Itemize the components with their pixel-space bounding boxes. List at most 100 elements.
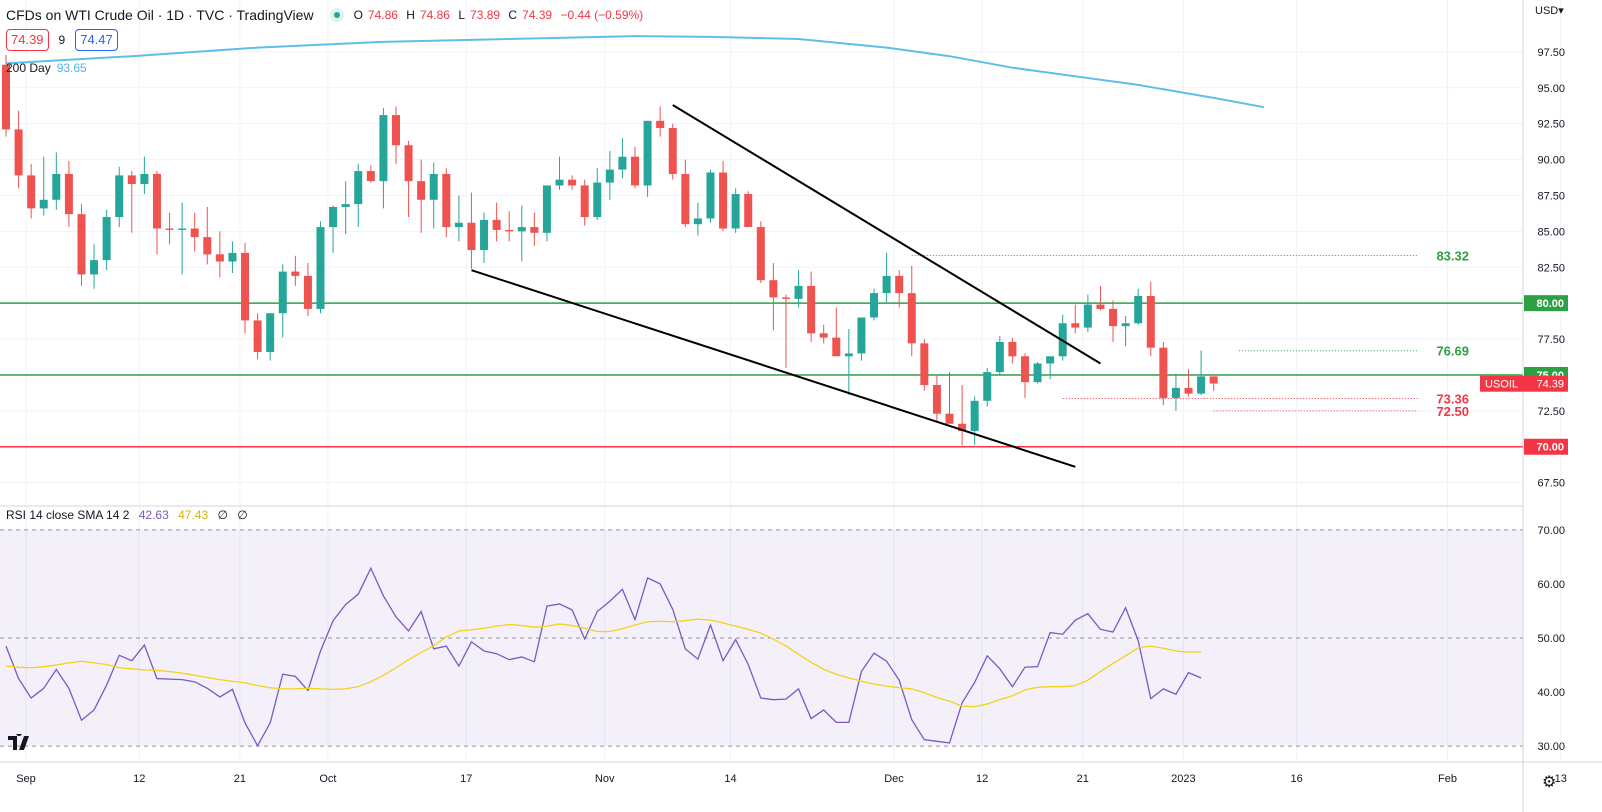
candle-body[interactable]	[241, 252, 250, 321]
candle-body[interactable]	[115, 175, 124, 218]
currency-selector[interactable]: USD▾	[1535, 5, 1564, 17]
candle-body[interactable]	[77, 214, 86, 275]
candle-body[interactable]	[127, 175, 136, 184]
candle-body[interactable]	[895, 275, 904, 294]
candle-body[interactable]	[542, 185, 551, 233]
candle-body[interactable]	[228, 252, 237, 262]
candle-body[interactable]	[291, 271, 300, 276]
candle-body[interactable]	[165, 228, 174, 230]
candle-body[interactable]	[555, 179, 564, 186]
candle-body[interactable]	[807, 285, 816, 334]
candle-body[interactable]	[1008, 341, 1017, 357]
candle-body[interactable]	[580, 185, 589, 218]
trendline[interactable]	[471, 269, 1076, 468]
candle-body[interactable]	[958, 423, 967, 431]
candle-body[interactable]	[467, 222, 476, 251]
candle-body[interactable]	[1109, 308, 1118, 327]
tradingview-logo-icon[interactable]	[8, 730, 38, 754]
sell-button[interactable]: 74.39	[6, 29, 49, 51]
candle-body[interactable]	[920, 343, 929, 386]
candle-body[interactable]	[429, 173, 438, 200]
candle-body[interactable]	[1033, 363, 1042, 383]
candle-body[interactable]	[1046, 356, 1055, 364]
candle-body[interactable]	[266, 313, 275, 352]
candle-body[interactable]	[316, 227, 325, 309]
candle-body[interactable]	[1184, 387, 1193, 394]
candle-body[interactable]	[417, 181, 426, 200]
candle-body[interactable]	[203, 237, 212, 255]
buy-button[interactable]: 74.47	[75, 29, 118, 51]
candle-body[interactable]	[492, 219, 501, 230]
candle-body[interactable]	[442, 173, 451, 228]
rsi-legend[interactable]: RSI 14 close SMA 14 2 42.63 47.43 ∅ ∅	[6, 508, 254, 522]
candle-body[interactable]	[404, 145, 413, 182]
trendline[interactable]	[672, 104, 1101, 365]
candle-body[interactable]	[1171, 387, 1180, 398]
candle-body[interactable]	[14, 129, 23, 176]
rsi-line[interactable]	[5, 566, 1202, 747]
candle-body[interactable]	[454, 222, 463, 228]
candle-body[interactable]	[1071, 323, 1080, 328]
candle-body[interactable]	[832, 337, 841, 357]
candle-body[interactable]	[995, 341, 1004, 373]
candle-body[interactable]	[932, 385, 941, 414]
candle-body[interactable]	[731, 194, 740, 229]
candle-body[interactable]	[278, 271, 287, 314]
symbol-title[interactable]: CFDs on WTI Crude Oil · 1D · TVC · Tradi…	[6, 7, 314, 23]
candle-body[interactable]	[882, 275, 891, 294]
rsi-sma-line[interactable]	[5, 618, 1202, 708]
candle-body[interactable]	[744, 194, 753, 228]
candle-body[interactable]	[568, 179, 577, 186]
candle-body[interactable]	[1134, 295, 1143, 324]
candle-body[interactable]	[517, 227, 526, 232]
candle-body[interactable]	[27, 175, 36, 209]
candle-body[interactable]	[102, 217, 111, 261]
candle-body[interactable]	[52, 173, 61, 200]
candle-body[interactable]	[1146, 295, 1155, 348]
candle-body[interactable]	[857, 317, 866, 354]
candle-body[interactable]	[253, 320, 262, 352]
candle-body[interactable]	[756, 227, 765, 281]
candle-body[interactable]	[656, 120, 665, 128]
candle-body[interactable]	[870, 293, 879, 318]
candle-body[interactable]	[379, 115, 388, 182]
candle-body[interactable]	[781, 297, 790, 299]
candle-body[interactable]	[1209, 376, 1218, 384]
candle-body[interactable]	[530, 227, 539, 233]
candle-body[interactable]	[1096, 304, 1105, 309]
candle-body[interactable]	[907, 293, 916, 344]
candle-body[interactable]	[1121, 323, 1130, 327]
candle-body[interactable]	[769, 280, 778, 298]
candle-body[interactable]	[706, 172, 715, 219]
candle-body[interactable]	[668, 127, 677, 174]
candle-body[interactable]	[1197, 376, 1206, 394]
candle-body[interactable]	[64, 173, 73, 215]
candle-body[interactable]	[39, 199, 48, 209]
candle-body[interactable]	[215, 254, 224, 262]
gear-icon[interactable]: ⚙	[1542, 774, 1557, 791]
candle-body[interactable]	[1083, 304, 1092, 328]
candle-body[interactable]	[354, 171, 363, 205]
candle-body[interactable]	[618, 156, 627, 170]
candle-body[interactable]	[505, 229, 514, 232]
candle-body[interactable]	[303, 275, 312, 309]
candle-body[interactable]	[945, 413, 954, 424]
candle-body[interactable]	[794, 285, 803, 299]
candle-body[interactable]	[329, 206, 338, 228]
candle-body[interactable]	[178, 228, 187, 230]
candle-body[interactable]	[605, 169, 614, 183]
moving-average-line[interactable]	[5, 35, 1265, 109]
candle-body[interactable]	[844, 353, 853, 357]
ma-legend[interactable]: 200 Day 93.65	[6, 61, 87, 75]
candle-body[interactable]	[366, 171, 375, 182]
candle-body[interactable]	[1020, 356, 1029, 383]
candle-body[interactable]	[90, 260, 99, 275]
candle-body[interactable]	[190, 228, 199, 238]
candle-body[interactable]	[719, 172, 728, 229]
candle-body[interactable]	[480, 219, 489, 251]
candle-body[interactable]	[391, 115, 400, 146]
candle-body[interactable]	[819, 333, 828, 338]
candle-body[interactable]	[631, 156, 639, 186]
candle-body[interactable]	[983, 372, 992, 401]
